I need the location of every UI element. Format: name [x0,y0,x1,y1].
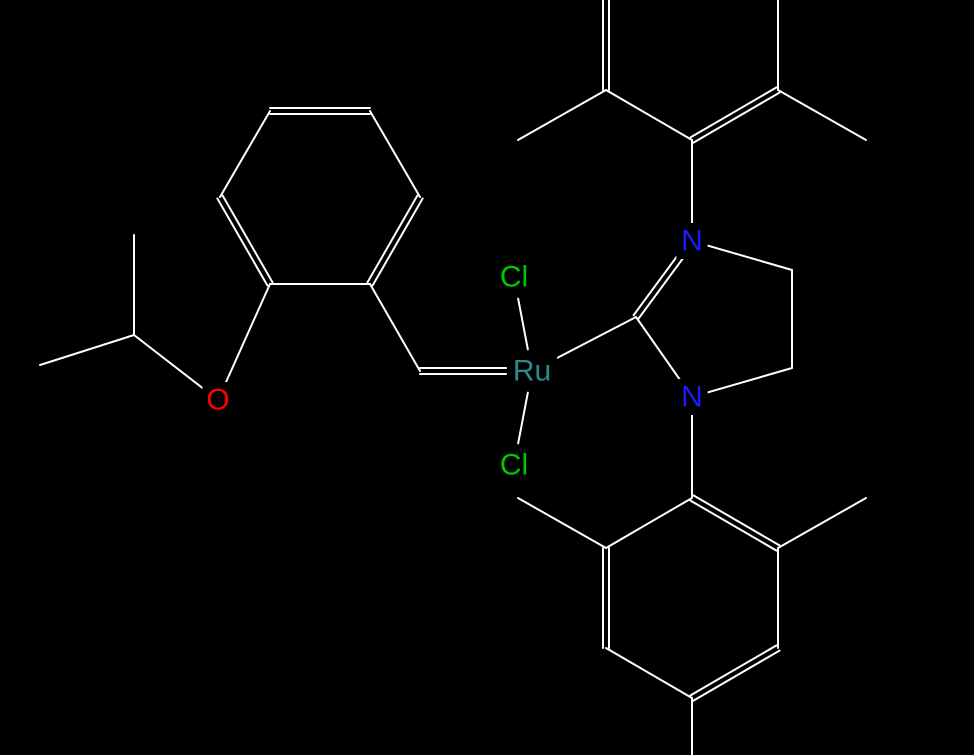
molecule-diagram: Ru Cl Cl N N O [0,0,974,755]
atom-label-n: N [681,225,703,258]
atom-label-ru: Ru [513,355,551,388]
atom-label-n: N [681,381,703,414]
atom-label-o: O [206,384,229,417]
atom-label-cl: Cl [500,261,528,294]
atom-label-cl: Cl [500,449,528,482]
